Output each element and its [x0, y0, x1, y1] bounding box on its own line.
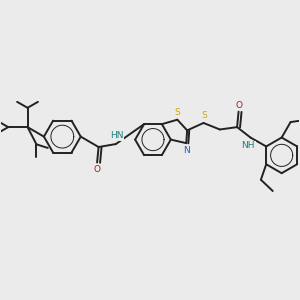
- Text: S: S: [174, 108, 180, 117]
- Text: HN: HN: [110, 131, 123, 140]
- Text: S: S: [201, 111, 207, 120]
- Text: O: O: [235, 100, 242, 109]
- Text: O: O: [94, 164, 100, 173]
- Text: NH: NH: [241, 141, 255, 150]
- Text: N: N: [184, 146, 190, 155]
